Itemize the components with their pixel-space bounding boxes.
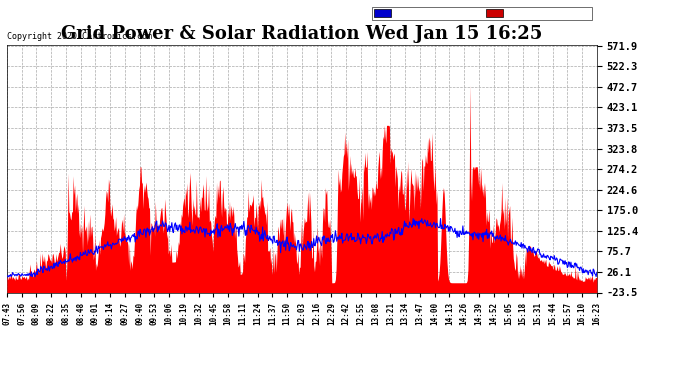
Title: Grid Power & Solar Radiation Wed Jan 15 16:25: Grid Power & Solar Radiation Wed Jan 15 …: [61, 26, 542, 44]
Text: Copyright 2020 Cartronics.com: Copyright 2020 Cartronics.com: [7, 32, 152, 41]
Legend: Radiation (w/m2), Grid (AC Watts): Radiation (w/m2), Grid (AC Watts): [373, 8, 592, 20]
